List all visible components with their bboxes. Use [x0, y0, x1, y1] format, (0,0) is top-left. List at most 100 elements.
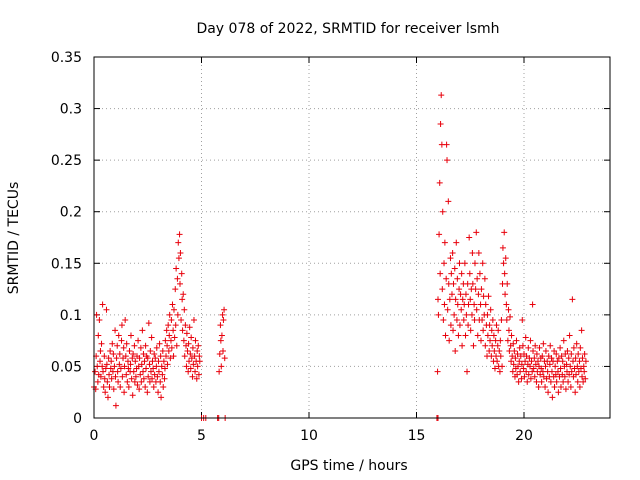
data-point: [108, 375, 115, 382]
data-point: [216, 351, 223, 358]
data-point: [112, 402, 119, 409]
data-point: [119, 373, 126, 380]
data-point: [132, 358, 139, 365]
data-point: [142, 342, 149, 349]
data-point: [129, 392, 136, 399]
data-point: [581, 351, 588, 358]
data-point: [505, 327, 512, 334]
x-tick-label: 20: [515, 428, 533, 444]
data-point: [482, 342, 489, 349]
y-tick-label: 0: [73, 411, 82, 427]
data-point: [154, 373, 161, 380]
data-point: [473, 229, 480, 236]
data-point: [153, 344, 160, 351]
data-point: [579, 355, 586, 362]
data-point: [474, 275, 481, 282]
data-point: [459, 296, 466, 303]
data-point: [503, 301, 510, 308]
data-point: [155, 368, 162, 375]
data-point: [510, 340, 517, 347]
data-point: [189, 344, 196, 351]
data-point: [136, 355, 143, 362]
data-point: [115, 332, 122, 339]
data-point: [573, 371, 580, 378]
data-point: [110, 386, 117, 393]
y-axis-label: SRMTID / TECUs: [6, 182, 22, 295]
data-point: [164, 361, 171, 368]
data-point: [467, 296, 474, 303]
data-point: [101, 353, 108, 360]
data-point: [499, 363, 506, 370]
data-point: [112, 327, 119, 334]
data-point: [140, 368, 147, 375]
data-point: [516, 358, 523, 365]
data-point: [195, 342, 202, 349]
data-point: [159, 371, 166, 378]
grid: [94, 57, 610, 418]
data-point: [452, 347, 459, 354]
data-point: [142, 384, 149, 391]
data-point: [465, 301, 472, 308]
data-point: [104, 378, 111, 385]
data-point: [544, 358, 551, 365]
data-point: [138, 378, 145, 385]
plot-frame: [93, 56, 611, 419]
data-point: [123, 371, 130, 378]
data-point: [102, 389, 109, 396]
data-point: [517, 368, 524, 375]
data-point: [547, 378, 554, 385]
data-point: [535, 384, 542, 391]
data-point: [451, 265, 458, 272]
data-point: [440, 317, 447, 324]
data-point: [221, 355, 228, 362]
data-point: [557, 384, 564, 391]
data-point: [528, 358, 535, 365]
data-point: [568, 351, 575, 358]
data-point: [97, 347, 104, 354]
data-point: [435, 296, 441, 303]
data-point: [516, 344, 523, 351]
data-point: [466, 234, 473, 241]
data-point: [219, 311, 226, 318]
data-point: [147, 368, 154, 375]
data-point: [448, 270, 455, 277]
data-point: [474, 332, 481, 339]
data-point: [494, 358, 501, 365]
x-tick-label: 15: [408, 428, 426, 444]
data-point: [464, 368, 471, 375]
y-tick-label: 0.15: [51, 256, 82, 272]
data-point: [461, 260, 468, 267]
data-point: [441, 301, 448, 308]
data-point: [121, 363, 128, 370]
data-point: [95, 332, 102, 339]
data-point: [176, 231, 183, 238]
data-point: [166, 332, 173, 339]
data-point: [491, 365, 498, 372]
data-point: [112, 373, 119, 380]
data-point: [131, 342, 138, 349]
data-point: [146, 361, 153, 368]
data-point: [189, 373, 196, 380]
data-point: [438, 92, 445, 99]
data-point: [456, 322, 463, 329]
data-point: [538, 378, 545, 385]
data-point: [484, 332, 491, 339]
y-tick-label: 0.35: [51, 50, 82, 66]
data-point: [469, 280, 476, 287]
data-point: [145, 373, 152, 380]
data-point: [172, 322, 179, 329]
data-point: [194, 347, 201, 354]
data-point: [533, 351, 540, 358]
data-point: [220, 317, 227, 324]
data-point: [128, 375, 135, 382]
data-point: [181, 306, 188, 313]
data-point: [447, 255, 454, 262]
data-point: [456, 260, 463, 267]
data-point: [553, 378, 560, 385]
data-point: [118, 322, 125, 329]
data-point: [576, 384, 583, 391]
data-point: [106, 371, 113, 378]
data-point: [129, 355, 136, 362]
data-point: [522, 358, 529, 365]
data-point: [582, 358, 589, 365]
